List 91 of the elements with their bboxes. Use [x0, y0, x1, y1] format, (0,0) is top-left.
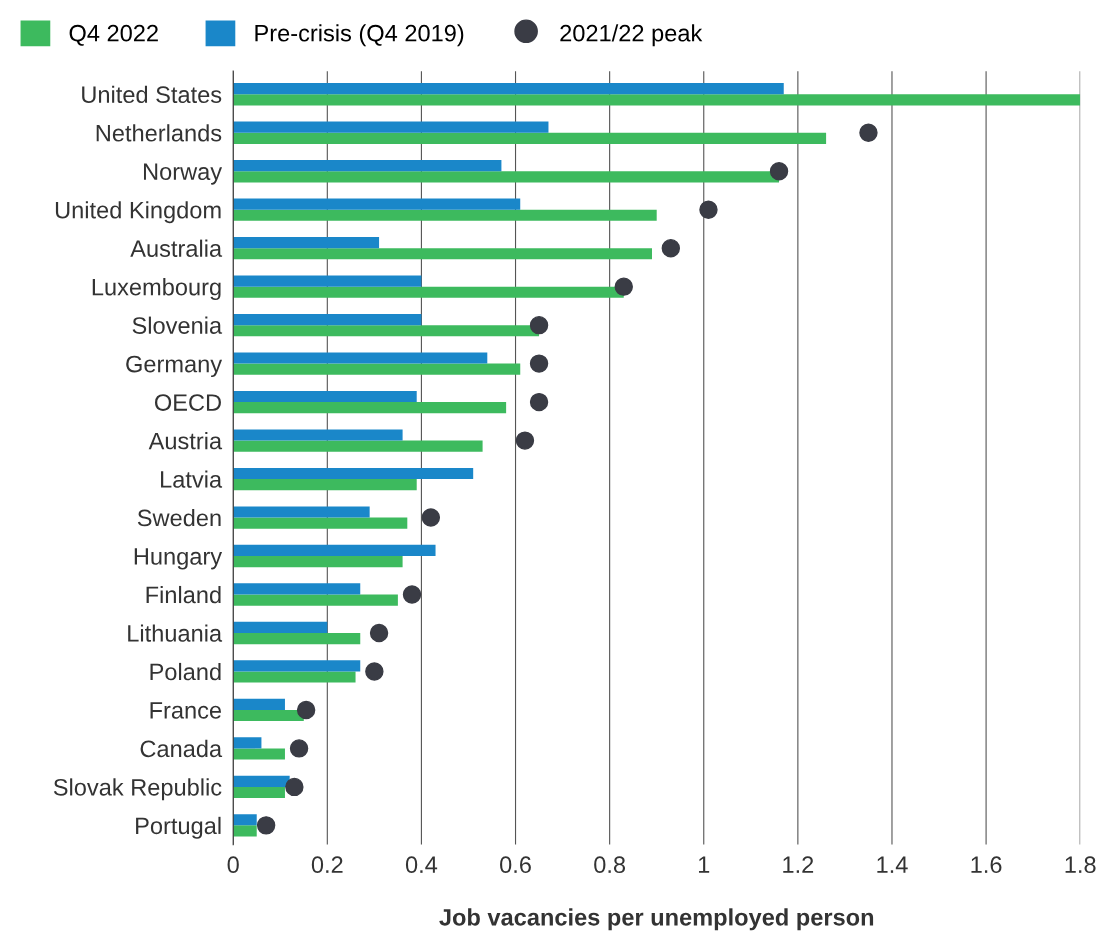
x-axis-title: Job vacancies per unemployed person [439, 908, 874, 931]
bar [233, 352, 488, 364]
y-tick-label: France [150, 702, 222, 719]
bar [233, 544, 436, 557]
bar [233, 517, 408, 529]
y-tick-label: Slovenia [132, 316, 223, 334]
x-tick-label: 1.2 [783, 856, 814, 873]
x-tick-label: 1.6 [971, 856, 1002, 874]
y-tick-label: OECD [154, 394, 221, 411]
y-tick-label: Canada [140, 739, 223, 758]
y-tick-label: Norway [144, 163, 223, 185]
x-tick-label: 1 [698, 856, 710, 873]
y-tick-label: Sweden [137, 508, 221, 527]
bar [233, 160, 502, 172]
bar [233, 467, 474, 480]
bar [233, 132, 827, 144]
bar [233, 171, 780, 183]
bar [233, 698, 285, 710]
y-tick-label: Portugal [136, 816, 221, 839]
point [769, 162, 789, 181]
point [285, 777, 304, 797]
bar [233, 660, 361, 672]
point [529, 392, 549, 412]
bar [233, 390, 417, 403]
point [859, 123, 878, 142]
bar [233, 209, 657, 221]
bar [233, 237, 380, 249]
point [296, 700, 316, 720]
legend-label: Q4 2022 [69, 24, 158, 46]
bar [233, 621, 328, 633]
bar [233, 286, 624, 298]
bar [233, 83, 784, 95]
bar [233, 814, 257, 826]
point [529, 354, 549, 373]
bar [233, 363, 521, 375]
point [614, 277, 633, 296]
bar [233, 506, 370, 518]
bar [233, 275, 422, 287]
y-tick-label: Germany [126, 355, 223, 378]
bar [233, 313, 422, 326]
y-tick-label: Finland [146, 585, 221, 604]
y-tick-label: Slovak Republic [53, 778, 222, 801]
point [529, 315, 549, 335]
x-tick-label: 0.8 [594, 856, 626, 874]
y-tick-label: Latvia [161, 470, 223, 488]
point [289, 739, 309, 758]
y-tick-label: United States [82, 85, 222, 104]
bar [233, 94, 1081, 106]
point [515, 431, 535, 450]
bar [233, 325, 540, 337]
bar [233, 248, 652, 260]
bar [233, 583, 361, 595]
bar [233, 632, 361, 645]
y-tick-label: Netherlands [96, 124, 222, 142]
x-tick-label: 1.8 [1065, 856, 1096, 874]
y-tick-label: United Kingdom [55, 201, 221, 224]
bar [233, 748, 285, 760]
legend-label: Pre-crisis (Q4 2019) [255, 24, 464, 47]
y-tick-label: Australia [130, 239, 223, 257]
y-tick-label: Poland [150, 662, 221, 681]
bar [233, 440, 483, 452]
bar [233, 671, 356, 683]
point [365, 662, 384, 681]
x-tick-label: 0 [227, 856, 239, 874]
x-tick-label: 0.4 [405, 856, 438, 874]
bar [233, 775, 290, 787]
x-tick-label: 1.4 [877, 856, 908, 873]
x-tick-label: 0.6 [500, 856, 531, 874]
bar [233, 121, 549, 133]
x-tick-label: 0.2 [311, 856, 343, 874]
bar [233, 737, 262, 749]
bar [233, 709, 304, 722]
point [369, 623, 389, 643]
point [402, 585, 422, 604]
bar [233, 429, 403, 441]
bar [233, 825, 257, 837]
legend-label: 2021/22 peak [560, 24, 703, 47]
y-tick-label: Lithuania [128, 624, 223, 642]
bar [233, 786, 285, 799]
point [256, 816, 276, 835]
bar [233, 198, 521, 210]
bar [233, 402, 507, 414]
bar [233, 594, 398, 606]
y-tick-label: Hungary [134, 548, 223, 570]
bar [233, 556, 403, 568]
point [421, 508, 441, 527]
point [661, 238, 681, 258]
point [699, 200, 718, 219]
bar [233, 479, 417, 491]
y-tick-label: Austria [148, 432, 223, 450]
y-tick-label: Luxembourg [92, 278, 221, 301]
